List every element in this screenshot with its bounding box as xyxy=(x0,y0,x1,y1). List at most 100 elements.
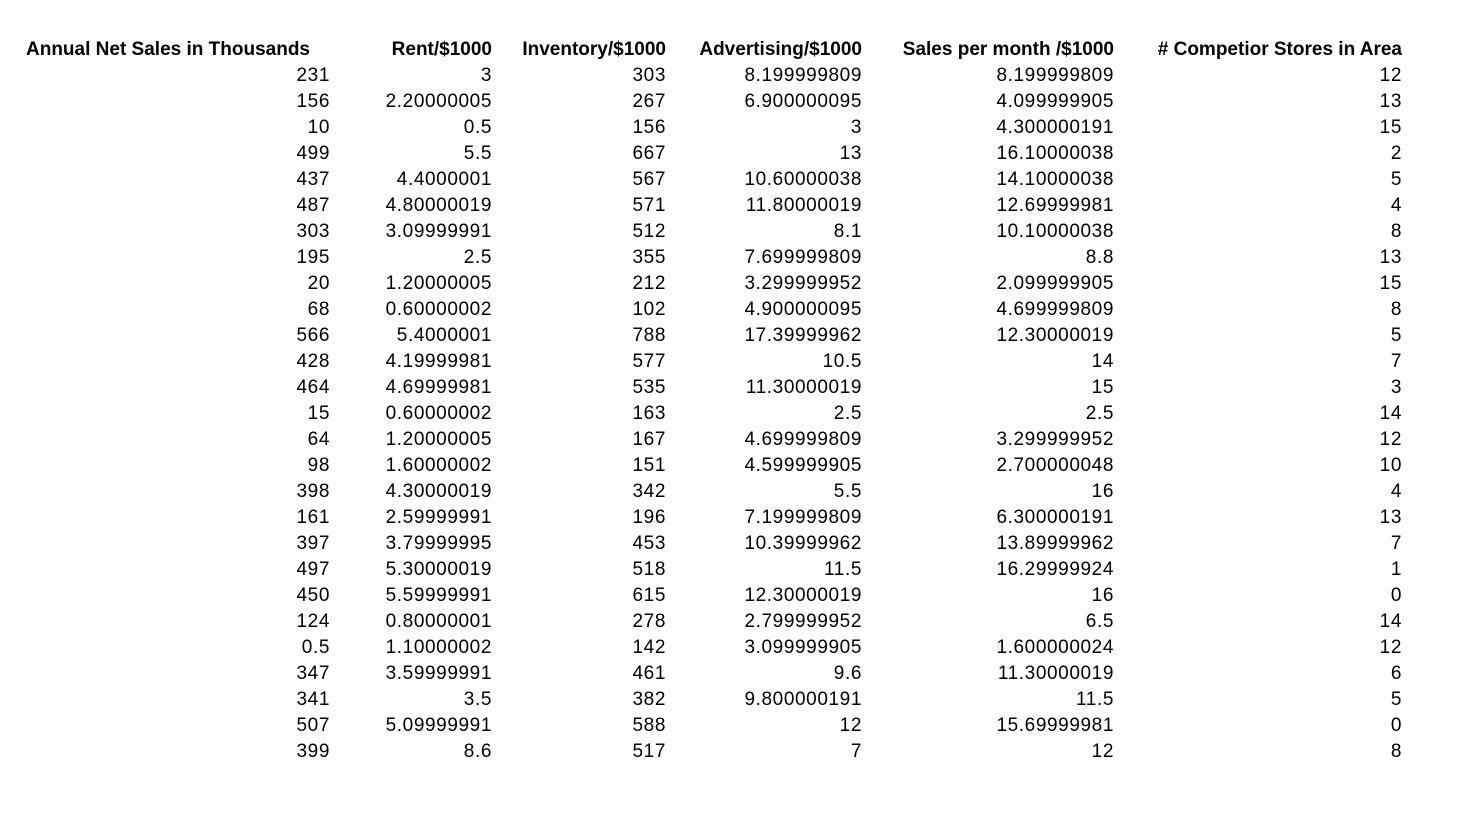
cell-annual-net-sales: 10 xyxy=(307,117,330,138)
table-row: 156 2.20000005 267 6.900000095 4.099999905 13 xyxy=(22,89,1402,115)
cell-annual-net-sales: 341 xyxy=(296,689,330,710)
cell-competitor-stores: 13 xyxy=(1379,247,1402,268)
cell-annual-net-sales: 156 xyxy=(296,91,330,112)
cell-inventory: 615 xyxy=(632,585,666,606)
cell-competitor-stores: 4 xyxy=(1390,195,1402,216)
cell-rent: 3.09999991 xyxy=(385,221,492,242)
cell-annual-net-sales: 161 xyxy=(296,507,330,528)
cell-sales-per-month: 14 xyxy=(1091,351,1114,372)
cell-inventory: 342 xyxy=(632,481,666,502)
header-row: Annual Net Sales in Thousands Rent/$1000… xyxy=(22,36,1402,63)
cell-sales-per-month: 16 xyxy=(1091,481,1114,502)
table-row: 347 3.59999991 461 9.6 11.30000019 6 xyxy=(22,661,1402,687)
table-row: 98 1.60000002 151 4.599999905 2.700000048 10 xyxy=(22,453,1402,479)
cell-rent: 1.60000002 xyxy=(385,455,492,476)
cell-inventory: 567 xyxy=(632,169,666,190)
table-row: 566 5.4000001 788 17.39999962 12.30000019 5 xyxy=(22,323,1402,349)
cell-annual-net-sales: 464 xyxy=(296,377,330,398)
cell-annual-net-sales: 399 xyxy=(296,741,330,762)
cell-rent: 5.4000001 xyxy=(396,325,492,346)
cell-advertising: 11.80000019 xyxy=(745,195,862,216)
cell-inventory: 355 xyxy=(632,247,666,268)
cell-competitor-stores: 12 xyxy=(1379,65,1402,86)
cell-inventory: 151 xyxy=(632,455,666,476)
cell-rent: 3.59999991 xyxy=(385,663,492,684)
cell-rent: 4.30000019 xyxy=(385,481,492,502)
cell-advertising: 11.30000019 xyxy=(745,377,862,398)
cell-inventory: 303 xyxy=(632,65,666,86)
cell-competitor-stores: 7 xyxy=(1390,533,1402,554)
cell-rent: 5.09999991 xyxy=(385,715,492,736)
cell-advertising: 3 xyxy=(850,117,862,138)
cell-rent: 1.10000002 xyxy=(385,637,492,658)
cell-inventory: 163 xyxy=(632,403,666,424)
cell-competitor-stores: 12 xyxy=(1379,637,1402,658)
cell-advertising: 4.599999905 xyxy=(744,455,862,476)
cell-advertising: 7 xyxy=(850,741,862,762)
cell-competitor-stores: 10 xyxy=(1379,455,1402,476)
cell-advertising: 8.199999809 xyxy=(744,65,862,86)
cell-advertising: 6.900000095 xyxy=(744,91,862,112)
cell-advertising: 7.199999809 xyxy=(744,507,862,528)
table-row: 399 8.6 517 7 12 8 xyxy=(22,739,1402,765)
cell-annual-net-sales: 347 xyxy=(296,663,330,684)
table-row: 428 4.19999981 577 10.5 14 7 xyxy=(22,349,1402,375)
cell-rent: 4.69999981 xyxy=(385,377,492,398)
cell-inventory: 518 xyxy=(632,559,666,580)
cell-competitor-stores: 2 xyxy=(1390,143,1402,164)
cell-sales-per-month: 1.600000024 xyxy=(996,637,1114,658)
cell-advertising: 11.5 xyxy=(824,559,862,580)
cell-advertising: 13 xyxy=(839,143,862,164)
cell-rent: 4.19999981 xyxy=(385,351,492,372)
cell-sales-per-month: 10.10000038 xyxy=(996,221,1114,242)
cell-sales-per-month: 2.700000048 xyxy=(996,455,1114,476)
cell-sales-per-month: 6.5 xyxy=(1085,611,1114,632)
cell-sales-per-month: 11.5 xyxy=(1076,689,1114,710)
cell-sales-per-month: 15 xyxy=(1091,377,1114,398)
table-row: 161 2.59999991 196 7.199999809 6.300000191 13 xyxy=(22,505,1402,531)
table-row: 231 3 303 8.199999809 8.199999809 12 xyxy=(22,63,1402,89)
cell-competitor-stores: 14 xyxy=(1379,403,1402,424)
cell-competitor-stores: 13 xyxy=(1379,91,1402,112)
table-row: 487 4.80000019 571 11.80000019 12.69999981 4 xyxy=(22,193,1402,219)
table-row: 10 0.5 156 3 4.300000191 15 xyxy=(22,115,1402,141)
cell-annual-net-sales: 303 xyxy=(296,221,330,242)
cell-inventory: 512 xyxy=(632,221,666,242)
cell-advertising: 5.5 xyxy=(833,481,862,502)
table-row: 15 0.60000002 163 2.5 2.5 14 xyxy=(22,401,1402,427)
cell-rent: 0.60000002 xyxy=(385,403,492,424)
cell-annual-net-sales: 68 xyxy=(307,299,330,320)
cell-rent: 2.5 xyxy=(463,247,492,268)
header-sales-per-month: Sales per month /$1000 xyxy=(902,38,1114,60)
cell-advertising: 12.30000019 xyxy=(744,585,862,606)
cell-annual-net-sales: 195 xyxy=(296,247,330,268)
cell-rent: 0.80000001 xyxy=(385,611,492,632)
table-row: 497 5.30000019 518 11.5 16.29999924 1 xyxy=(22,557,1402,583)
cell-rent: 1.20000005 xyxy=(385,273,492,294)
table-row: 437 4.4000001 567 10.60000038 14.10000038 5 xyxy=(22,167,1402,193)
table-row: 20 1.20000005 212 3.299999952 2.099999905 15 xyxy=(22,271,1402,297)
cell-annual-net-sales: 20 xyxy=(307,273,330,294)
cell-sales-per-month: 15.69999981 xyxy=(996,715,1114,736)
cell-annual-net-sales: 487 xyxy=(296,195,330,216)
cell-competitor-stores: 8 xyxy=(1390,221,1402,242)
cell-inventory: 196 xyxy=(632,507,666,528)
cell-sales-per-month: 2.5 xyxy=(1085,403,1114,424)
cell-sales-per-month: 4.099999905 xyxy=(996,91,1114,112)
cell-sales-per-month: 8.8 xyxy=(1085,247,1114,268)
cell-rent: 4.4000001 xyxy=(396,169,492,190)
cell-rent: 4.80000019 xyxy=(385,195,492,216)
cell-rent: 1.20000005 xyxy=(385,429,492,450)
cell-competitor-stores: 13 xyxy=(1379,507,1402,528)
table-row: 124 0.80000001 278 2.799999952 6.5 14 xyxy=(22,609,1402,635)
cell-rent: 5.30000019 xyxy=(385,559,492,580)
cell-sales-per-month: 4.699999809 xyxy=(996,299,1114,320)
cell-sales-per-month: 2.099999905 xyxy=(996,273,1114,294)
cell-inventory: 278 xyxy=(632,611,666,632)
cell-competitor-stores: 4 xyxy=(1390,481,1402,502)
cell-sales-per-month: 13.89999962 xyxy=(996,533,1114,554)
cell-advertising: 17.39999962 xyxy=(744,325,862,346)
table-row: 195 2.5 355 7.699999809 8.8 13 xyxy=(22,245,1402,271)
cell-competitor-stores: 5 xyxy=(1390,325,1402,346)
cell-inventory: 461 xyxy=(632,663,666,684)
